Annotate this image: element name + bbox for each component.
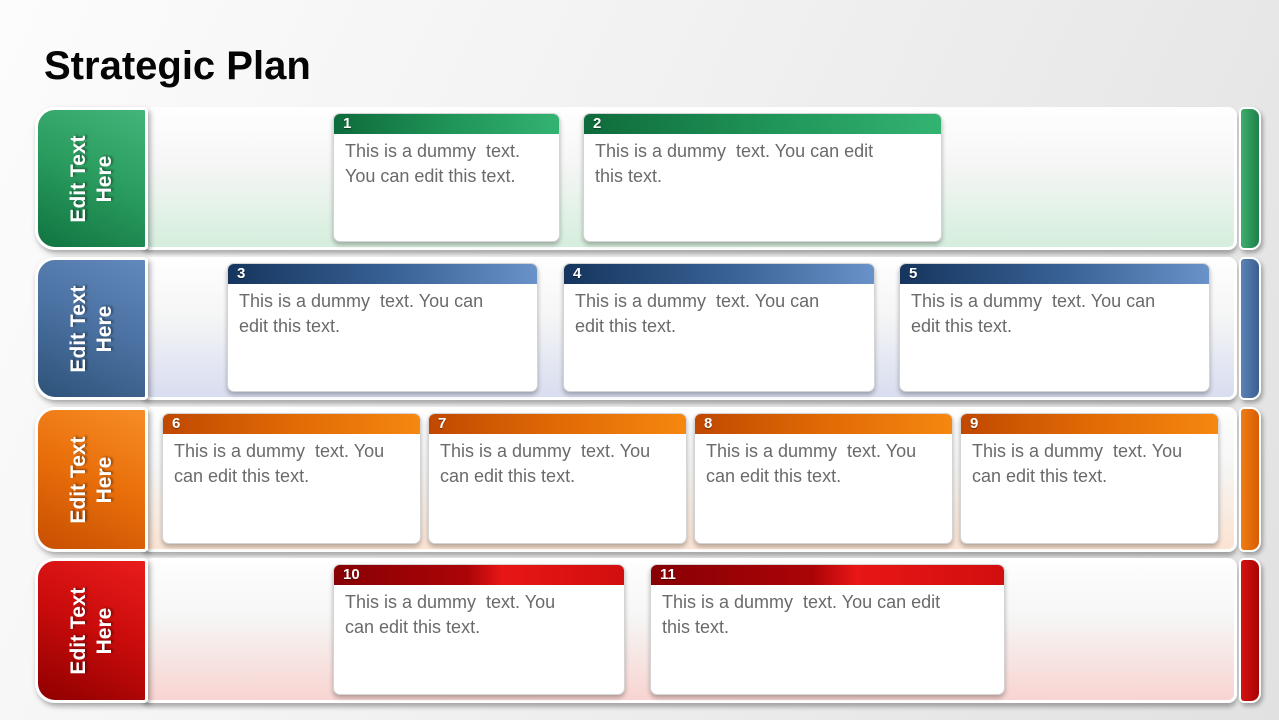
card-text: This is a dummy text. You can edit this t… [564, 284, 874, 344]
card-number: 11 [660, 566, 676, 583]
card-header-bar: 4 [564, 264, 874, 284]
card-text-line: can edit this text. [972, 466, 1108, 486]
card-11[interactable]: 11 This is a dummy text. You can edit this… [650, 564, 1005, 695]
card-number: 7 [438, 415, 447, 432]
edit-text-tab-blue[interactable]: Edit Text Here [35, 257, 148, 400]
edit-text-tab-line: Edit Text [66, 134, 90, 223]
card-text-line: this text. [662, 617, 730, 637]
card-5[interactable]: 5 This is a dummy text. You can edit this … [899, 263, 1210, 392]
edit-text-tab-line: Edit Text [66, 586, 90, 675]
card-text-line: This is a dummy text. You [706, 441, 917, 461]
card-text: This is a dummy text. You can edit this t… [228, 284, 537, 344]
edit-text-tab-label: Edit Text Here [66, 254, 118, 404]
card-text-line: can edit this text. [174, 466, 310, 486]
card-3[interactable]: 3 This is a dummy text. You can edit this … [227, 263, 538, 392]
card-text: This is a dummy text. You can edit this t… [584, 134, 941, 194]
page-title: Strategic Plan [44, 44, 311, 88]
card-header-bar: 9 [961, 414, 1218, 434]
card-header-bar: 10 [334, 565, 624, 585]
card-header-bar: 5 [900, 264, 1209, 284]
card-header-bar: 8 [695, 414, 952, 434]
card-text: This is a dummy text. You can edit this t… [334, 134, 559, 194]
edit-text-tab-green[interactable]: Edit Text Here [35, 107, 148, 250]
card-text-line: edit this text. [239, 316, 341, 336]
card-text-line: This is a dummy text. You can edit [595, 141, 874, 161]
row-3-orange: Edit Text Here 6 This is a dummy text. You c… [35, 407, 1262, 552]
card-header-bar: 2 [584, 114, 941, 134]
card-text: This is a dummy text. You can edit this t… [429, 434, 686, 494]
card-text-line: This is a dummy text. You can [239, 291, 484, 311]
card-text: This is a dummy text. You can edit this t… [651, 585, 1004, 645]
card-number: 6 [172, 415, 181, 432]
edit-text-tab-line: Edit Text [66, 284, 90, 373]
card-header-bar: 6 [163, 414, 420, 434]
card-number: 1 [343, 115, 352, 132]
edit-text-tab-label: Edit Text Here [66, 104, 118, 254]
edit-text-tab-label: Edit Text Here [66, 405, 118, 555]
row-end-bar-orange [1239, 407, 1261, 552]
card-8[interactable]: 8 This is a dummy text. You can edit this … [694, 413, 953, 544]
row-end-bar-green [1239, 107, 1261, 250]
edit-text-tab-line: Edit Text [66, 435, 90, 524]
card-text: This is a dummy text. You can edit this t… [163, 434, 420, 494]
card-4[interactable]: 4 This is a dummy text. You can edit this … [563, 263, 875, 392]
card-number: 5 [909, 265, 918, 282]
card-header-bar: 3 [228, 264, 537, 284]
card-text: This is a dummy text. You can edit this t… [695, 434, 952, 494]
card-text: This is a dummy text. You can edit this t… [334, 585, 624, 645]
edit-text-tab-line: Here [92, 155, 116, 202]
edit-text-tab-label: Edit Text Here [66, 556, 118, 706]
edit-text-tab-red[interactable]: Edit Text Here [35, 558, 148, 703]
row-4-red: Edit Text Here 10 This is a dummy text. You… [35, 558, 1262, 703]
row-end-bar-blue [1239, 257, 1261, 400]
card-text-line: This is a dummy text. You [440, 441, 651, 461]
card-header-bar: 1 [334, 114, 559, 134]
edit-text-tab-line: Here [92, 305, 116, 352]
card-header-bar: 11 [651, 565, 1004, 585]
row-1-green: Edit Text Here 1 This is a dummy text. You c… [35, 107, 1262, 250]
card-text-line: This is a dummy text. You [972, 441, 1183, 461]
edit-text-tab-line: Here [92, 456, 116, 503]
card-number: 3 [237, 265, 246, 282]
edit-text-tab-orange[interactable]: Edit Text Here [35, 407, 148, 552]
card-text-line: can edit this text. [345, 617, 481, 637]
row-end-bar-red [1239, 558, 1261, 703]
card-text-line: This is a dummy text. You [345, 592, 556, 612]
card-text-line: This is a dummy text. [345, 141, 521, 161]
card-text: This is a dummy text. You can edit this t… [900, 284, 1209, 344]
card-text-line: this text. [595, 166, 663, 186]
card-number: 8 [704, 415, 713, 432]
card-text-line: This is a dummy text. You can edit [662, 592, 941, 612]
row-2-blue: Edit Text Here 3 This is a dummy text. You … [35, 257, 1262, 400]
edit-text-tab-line: Here [92, 607, 116, 654]
card-header-bar: 7 [429, 414, 686, 434]
card-text-line: edit this text. [575, 316, 677, 336]
card-text-line: can edit this text. [440, 466, 576, 486]
card-1[interactable]: 1 This is a dummy text. You can edit this … [333, 113, 560, 242]
card-text: This is a dummy text. You can edit this t… [961, 434, 1218, 494]
card-10[interactable]: 10 This is a dummy text. You can edit this… [333, 564, 625, 695]
card-6[interactable]: 6 This is a dummy text. You can edit this … [162, 413, 421, 544]
card-number: 9 [970, 415, 979, 432]
card-7[interactable]: 7 This is a dummy text. You can edit this … [428, 413, 687, 544]
card-2[interactable]: 2 This is a dummy text. You can edit this … [583, 113, 942, 242]
card-number: 4 [573, 265, 582, 282]
card-text-line: This is a dummy text. You can [575, 291, 820, 311]
card-text-line: edit this text. [911, 316, 1013, 336]
card-text-line: This is a dummy text. You [174, 441, 385, 461]
card-number: 10 [343, 566, 360, 583]
card-number: 2 [593, 115, 602, 132]
card-text-line: This is a dummy text. You can [911, 291, 1156, 311]
card-text-line: can edit this text. [706, 466, 842, 486]
card-9[interactable]: 9 This is a dummy text. You can edit this … [960, 413, 1219, 544]
card-text-line: You can edit this text. [345, 166, 516, 186]
